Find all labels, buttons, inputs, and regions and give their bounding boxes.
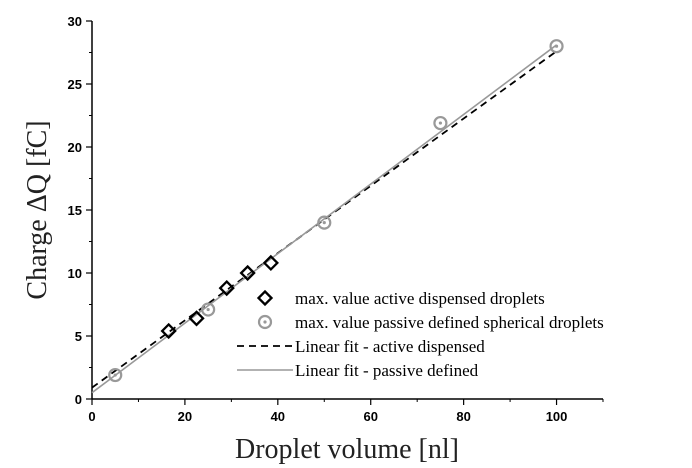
marker-ring xyxy=(433,115,448,131)
marker-dot xyxy=(113,373,117,377)
y-tick-label: 30 xyxy=(68,14,82,29)
data-point-s0 xyxy=(188,310,205,327)
legend-label: max. value passive defined spherical dro… xyxy=(295,313,604,332)
series-layer xyxy=(91,39,564,394)
x-tick-label: 100 xyxy=(546,409,568,424)
data-point-s1 xyxy=(201,302,216,317)
data-point-s1 xyxy=(549,39,564,54)
legend: max. value active dispensed droplets max.… xyxy=(237,289,604,380)
data-point-s1 xyxy=(433,115,448,131)
y-tick-label: 20 xyxy=(68,140,82,155)
y-tick-label: 25 xyxy=(68,77,82,92)
data-point-s1 xyxy=(317,215,332,230)
axes: 0 20 40 60 80 100 0 5 10 15 20 25 30 xyxy=(68,14,604,424)
x-axis-title: Droplet volume [nl] xyxy=(235,434,459,465)
marker-dot xyxy=(438,121,443,125)
x-tick-label: 0 xyxy=(88,409,95,424)
legend-label: max. value active dispensed droplets xyxy=(295,289,545,308)
y-axis-title: Charge ΔQ [fC] xyxy=(22,120,53,299)
marker-ring xyxy=(317,215,332,230)
data-point-s0 xyxy=(262,254,279,272)
y-tick-label: 15 xyxy=(68,203,82,218)
data-point-s0 xyxy=(218,279,235,297)
legend-marker-1 xyxy=(257,314,273,330)
data-point-s0 xyxy=(239,264,256,282)
data-point-s1 xyxy=(108,367,123,383)
x-tick-label: 80 xyxy=(456,409,470,424)
legend-marker-0 xyxy=(256,289,274,307)
data-point-s0 xyxy=(160,322,177,340)
marker-dot xyxy=(206,307,210,312)
y-tick-label: 0 xyxy=(75,392,82,407)
fit-line-3 xyxy=(91,44,558,394)
marker-ring xyxy=(257,314,273,330)
x-tick-label: 40 xyxy=(271,409,285,424)
legend-label: Linear fit - passive defined xyxy=(295,361,479,380)
x-tick-label: 20 xyxy=(178,409,192,424)
marker-ring xyxy=(549,39,564,54)
marker-ring xyxy=(108,367,123,383)
y-tick-label: 5 xyxy=(75,329,82,344)
legend-label: Linear fit - active dispensed xyxy=(295,337,485,356)
marker-ring xyxy=(201,302,216,317)
marker-dot xyxy=(263,320,267,324)
y-tick-label: 10 xyxy=(68,266,82,281)
marker-dot xyxy=(554,44,559,48)
x-tick-label: 60 xyxy=(363,409,377,424)
marker-dot xyxy=(322,221,326,225)
